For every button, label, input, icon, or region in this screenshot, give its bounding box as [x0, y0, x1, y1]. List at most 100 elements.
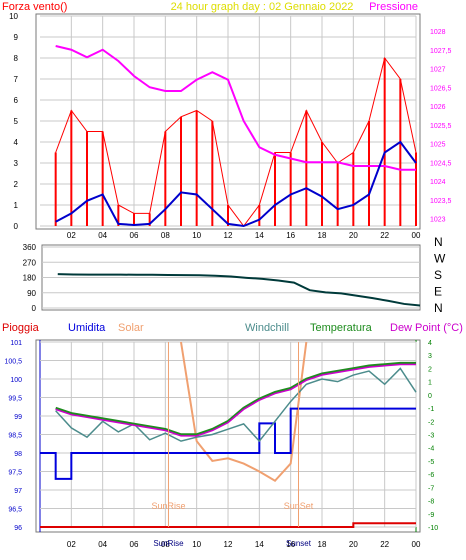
weather-series: [40, 341, 417, 528]
legend-item: Umidita: [68, 322, 106, 334]
wind-pressure-x-tick-label: 06: [130, 231, 139, 240]
wind-pressure-x-tick-label: 12: [224, 231, 233, 240]
humidity-tick-label: 99: [14, 414, 22, 421]
temperature-tick-label: 4: [428, 340, 432, 347]
humidity-tick-label: 99,5: [8, 396, 22, 403]
compass-label: E: [434, 285, 442, 299]
wind-pressure-x-tick-label: 08: [161, 231, 170, 240]
temperature-tick-label: 2: [428, 366, 432, 373]
temperature-tick-label: -1: [428, 406, 434, 413]
temperature-tick-label: -3: [428, 433, 434, 440]
direction-degrees-axis: 0 90 180 270 360: [23, 243, 37, 313]
weather-x-axis: 02 04 06 08 10 12 14 16 18 20 22 00: [67, 540, 421, 549]
wind-tick-label: 5: [14, 117, 19, 126]
humidity-line: [40, 407, 416, 480]
wind-pressure-x-tick-label: 10: [192, 231, 201, 240]
weather-panel: Pioggia Umidita Solar Windchill Temperatura D…: [2, 322, 463, 549]
wind-pressure-x-tick-label: 20: [349, 231, 358, 240]
legend-item: Windchill: [245, 322, 289, 334]
direction-tick-label: 180: [23, 274, 37, 283]
temperature-tick-label: 0: [428, 393, 432, 400]
wind-pressure-x-tick-label: 04: [98, 231, 107, 240]
sun-annotation-label: SunSet: [284, 501, 314, 511]
pressure-axis: 1023 1023,5 1024 1024,5 1025 1025,5 1026 1026,5…: [430, 29, 452, 224]
wind-tick-label: 10: [9, 12, 18, 21]
legend-item: Dew Point (°C): [390, 322, 463, 334]
temperature-line: [55, 361, 416, 436]
wind-direction-grid: [42, 246, 420, 309]
wind-pressure-x-tick-label: 18: [318, 231, 327, 240]
sun-annotations: SunRise SunRise SunSet Sunset: [151, 342, 314, 548]
pressure-line: [55, 45, 416, 171]
pressure-tick-label: 1023: [430, 217, 446, 224]
temperature-tick-label: -8: [428, 499, 434, 506]
direction-tick-label: 360: [23, 243, 37, 252]
temperature-tick-label: -10: [428, 525, 438, 532]
humidity-tick-label: 97: [14, 488, 22, 495]
windchill-line: [55, 367, 417, 443]
humidity-tick-label: 96,5: [8, 507, 22, 514]
wind-pressure-x-tick-label: 22: [380, 231, 389, 240]
weather-x-tick-label: 04: [98, 540, 107, 549]
pressure-tick-label: 1028: [430, 29, 446, 36]
weather-x-tick-label: 08: [161, 540, 170, 549]
wind-speed-axis: 0 1 2 3 4 5 6 7 8 9 10: [9, 12, 18, 231]
wind-tick-label: 8: [14, 54, 19, 63]
temperature-tick-label: -6: [428, 472, 434, 479]
wind-pressure-x-tick-label: 02: [67, 231, 76, 240]
weather-x-tick-label: 14: [255, 540, 264, 549]
wind-pressure-series: [54, 45, 417, 228]
sun-bottom-label: SunRise: [153, 539, 184, 548]
pressure-tick-label: 1024: [430, 179, 446, 186]
temperature-tick-label: -4: [428, 446, 434, 453]
wind-tick-label: 2: [14, 180, 19, 189]
wind-pressure-x-tick-label: 00: [412, 231, 421, 240]
humidity-tick-label: 97,5: [8, 470, 22, 477]
compass-label: N: [434, 301, 443, 315]
humidity-tick-label: 98,5: [8, 433, 22, 440]
wind-pressure-x-axis: 02 04 06 08 10 12 14 16 18 20 22 00: [67, 231, 421, 240]
wind-tick-label: 4: [14, 138, 19, 147]
temperature-tick-label: -7: [428, 485, 434, 492]
weather-x-tick-label: 10: [192, 540, 201, 549]
direction-tick-label: 90: [27, 289, 36, 298]
wind-tick-label: 1: [14, 201, 19, 210]
weather-frame: [35, 339, 421, 533]
rain-line: [40, 522, 416, 528]
temperature-tick-label: 3: [428, 353, 432, 360]
wind-pressure-x-tick-label: 16: [286, 231, 295, 240]
humidity-tick-label: 100,5: [4, 359, 22, 366]
wind-tick-label: 0: [14, 222, 19, 231]
temperature-tick-label: -2: [428, 419, 434, 426]
weather-x-tick-label: 12: [224, 540, 233, 549]
direction-tick-label: 270: [23, 258, 37, 267]
pressure-tick-label: 1027: [430, 67, 446, 74]
compass-label: W: [434, 252, 446, 266]
wind-average-line: [55, 140, 417, 228]
sun-annotation-label: SunRise: [151, 501, 185, 511]
pressure-tick-label: 1026: [430, 104, 446, 111]
weather-x-tick-label: 16: [286, 540, 295, 549]
weather-x-tick-label: 18: [318, 540, 327, 549]
humidity-tick-label: 101: [10, 340, 22, 347]
wind-pressure-frame: [35, 13, 421, 230]
wind-pressure-x-tick-label: 14: [255, 231, 264, 240]
legend-item: Pioggia: [2, 322, 40, 334]
compass-label: N: [434, 235, 443, 249]
temperature-tick-label: 1: [428, 380, 432, 387]
humidity-axis: 96 96,5 97 97,5 98 98,5 99 99,5 100 100,5 101: [4, 340, 22, 532]
pressure-tick-label: 1024,5: [430, 160, 452, 167]
pressure-tick-label: 1023,5: [430, 198, 452, 205]
legend-item: Temperatura: [310, 322, 373, 334]
weather-x-tick-label: 02: [67, 540, 76, 549]
pressure-tick-label: 1025: [430, 142, 446, 149]
wind-tick-label: 7: [14, 75, 19, 84]
pressure-tick-label: 1025,5: [430, 123, 452, 130]
pressure-axis-title: Pressione: [369, 1, 418, 13]
pressure-tick-label: 1026,5: [430, 85, 452, 92]
